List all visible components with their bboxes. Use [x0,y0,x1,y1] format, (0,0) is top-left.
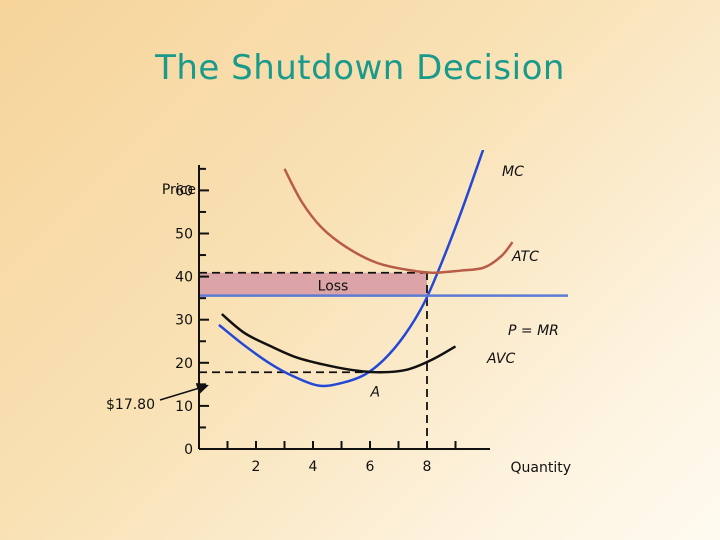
x-tick-label-4: 4 [309,459,318,475]
x-axis-title: Quantity [511,460,572,476]
avc-label: AVC [486,351,515,367]
y-tick-label-20: 20 [175,356,193,372]
y-tick-label-30: 30 [175,313,193,329]
avc-curve [220,313,457,374]
atc-label: ATC [511,249,539,265]
y-tick-label-40: 40 [175,270,193,286]
y-tick-label-50: 50 [175,227,193,243]
y-axis-title: Price [162,182,196,198]
p-mr-label: P = MR [508,323,559,339]
mc-label: MC [502,164,524,180]
point-a-label: A [370,384,381,400]
x-tick-label-8: 8 [423,459,432,475]
shutdown-price-label: $17.80 [106,397,155,413]
y-tick-label-0: 0 [184,442,193,458]
x-tick-label-6: 6 [366,459,375,475]
slide-title: The Shutdown Decision [155,48,565,88]
y-tick-label-60: 60 [175,183,193,199]
mc-curve [218,150,485,388]
loss-region [199,272,427,296]
shutdown-price-arrow [159,382,209,401]
x-tick-label-2: 2 [252,459,261,475]
y-tick-label-10: 10 [175,399,193,415]
atc-curve [283,168,514,274]
loss-label: Loss [318,279,349,295]
